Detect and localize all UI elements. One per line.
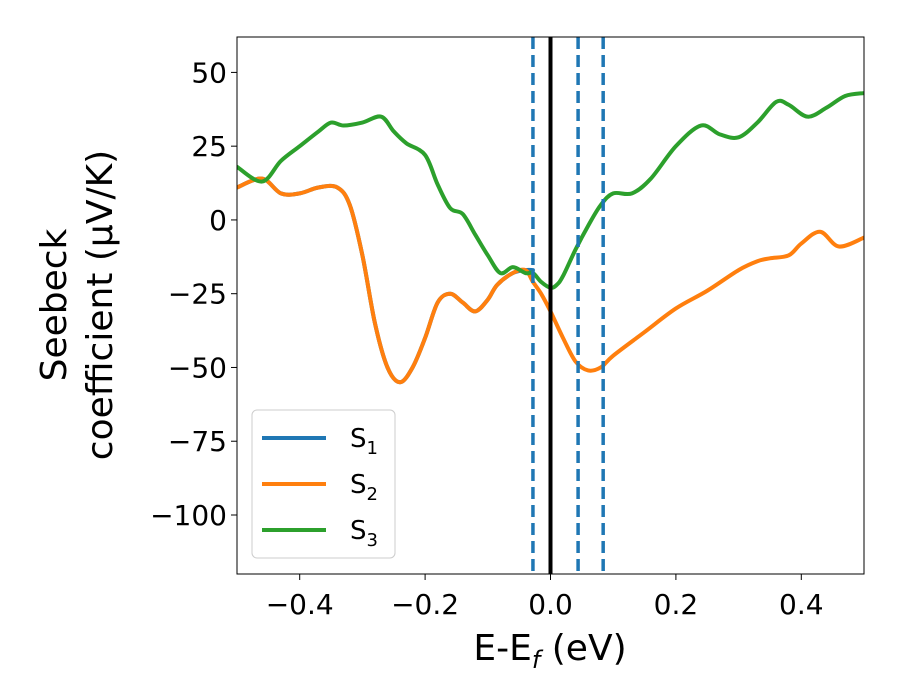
legend-label-s1: S1 [350, 424, 378, 459]
y-tick-label: −100 [150, 499, 227, 532]
series-line-s3 [237, 91, 864, 290]
legend: S1 S2 S3 [251, 409, 396, 559]
legend-label-s2: S2 [350, 470, 378, 505]
x-tick-label: −0.4 [266, 588, 334, 621]
legend-label-s3: S3 [350, 516, 378, 551]
x-tick-label: −0.2 [391, 588, 459, 621]
y-tick-label: 0 [209, 204, 227, 237]
y-tick-label: −25 [168, 278, 227, 311]
x-tick-label: 0.4 [779, 588, 824, 621]
x-tick-label: 0.0 [528, 588, 573, 621]
y-tick-label: −75 [168, 425, 227, 458]
y-tick-label: −50 [168, 351, 227, 384]
y-axis-title-line1: Seebeck [34, 228, 75, 381]
x-tick-label: 0.2 [654, 588, 699, 621]
x-axis-title: E-Ef (eV) [473, 628, 626, 674]
y-tick-label: 25 [191, 130, 227, 163]
y-axis-title-line2: coefficient (μV/K) [80, 150, 121, 460]
y-tick-label: 50 [191, 56, 227, 89]
